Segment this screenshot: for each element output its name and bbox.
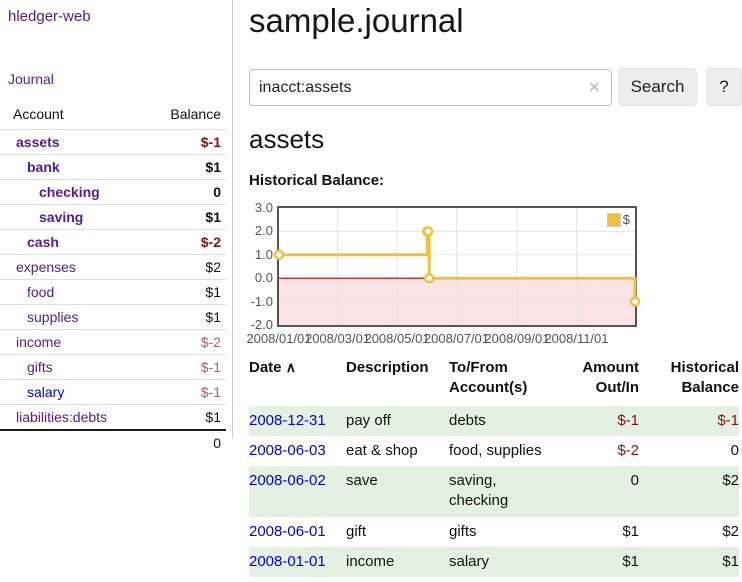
- date-link[interactable]: 2008-06-01: [249, 522, 326, 540]
- balance-cell: 0: [730, 441, 739, 459]
- account-balance: $1: [137, 154, 226, 180]
- date-column-header[interactable]: Date ∧: [249, 359, 296, 376]
- chart-svg: [273, 208, 641, 325]
- account-balance: $-1: [137, 354, 226, 380]
- sidebar: hledger-web Journal Account Balance asse…: [0, 0, 233, 455]
- chart-title: Historical Balance:: [249, 172, 385, 189]
- description-cell: pay off: [346, 411, 391, 429]
- amount-cell: $1: [622, 552, 639, 570]
- balance-cell: $2: [722, 472, 739, 489]
- chart-x-axis-labels: 2008/01/01 2008/03/01 2008/05/01 2008/07/01…: [246, 331, 609, 346]
- account-balance: $-2: [137, 329, 226, 355]
- account-balance: $-1: [137, 379, 226, 405]
- brand-link[interactable]: hledger-web: [8, 8, 91, 25]
- account-row: assets $-1: [0, 129, 226, 155]
- amount-cell: $-1: [617, 411, 639, 429]
- description-cell: income: [346, 552, 395, 570]
- search-input[interactable]: [249, 69, 612, 106]
- account-row: cash $-2: [0, 229, 226, 255]
- description-column-header: Description: [346, 359, 429, 376]
- date-link[interactable]: 2008-06-02: [249, 472, 326, 489]
- balance-cell: $2: [722, 522, 739, 540]
- accounts-cell: salary: [449, 552, 490, 570]
- account-link-cash[interactable]: cash: [27, 234, 59, 250]
- account-link-checking[interactable]: checking: [39, 184, 100, 200]
- accounts-column-header: To/From Account(s): [449, 359, 528, 397]
- transaction-row: 2008-06-01 gift gifts $1 $2: [249, 517, 739, 547]
- description-cell: gift: [346, 522, 367, 540]
- account-row: checking 0: [0, 179, 226, 205]
- clear-search-icon[interactable]: ×: [589, 77, 600, 97]
- accounts-cell: gifts: [449, 522, 477, 540]
- accounts-table: Account Balance assets $-1 bank $1 check…: [0, 102, 226, 455]
- balance-cell: $-1: [717, 411, 739, 429]
- account-column-header: Account: [13, 106, 64, 122]
- account-link-food[interactable]: food: [27, 284, 55, 300]
- legend-label: $: [622, 212, 630, 227]
- help-button[interactable]: ?: [706, 68, 742, 106]
- account-heading: assets: [249, 124, 325, 154]
- account-balance: $-2: [137, 229, 226, 255]
- account-row: liabilities:debts $1: [0, 404, 226, 430]
- account-row: saving $1: [0, 204, 226, 230]
- legend-swatch-icon: [606, 212, 621, 227]
- account-link-bank[interactable]: bank: [27, 159, 60, 175]
- balance-column-header: Historical Balance: [670, 359, 739, 397]
- account-link-assets[interactable]: assets: [16, 134, 60, 150]
- accounts-cell: saving, checking: [449, 472, 509, 510]
- account-row: supplies $1: [0, 304, 226, 330]
- account-link-saving[interactable]: saving: [39, 209, 84, 225]
- account-link-gifts[interactable]: gifts: [27, 359, 53, 375]
- search-button[interactable]: Search: [618, 68, 697, 106]
- sort-ascending-icon: ∧: [285, 359, 296, 375]
- account-row: bank $1: [0, 154, 226, 180]
- account-balance: $2: [137, 254, 226, 280]
- description-cell: save: [346, 472, 378, 489]
- account-balance: $1: [137, 404, 226, 430]
- accounts-cell: debts: [449, 411, 486, 429]
- accounts-total-row: 0: [0, 429, 226, 455]
- account-link-salary[interactable]: salary: [27, 384, 65, 400]
- account-balance: $1: [137, 304, 226, 330]
- account-link-expenses[interactable]: expenses: [16, 259, 76, 275]
- balance-cell: $1: [722, 552, 739, 570]
- account-row: food $1: [0, 279, 226, 305]
- amount-cell: $-2: [617, 441, 639, 459]
- amount-cell: 0: [630, 472, 639, 489]
- account-link-income[interactable]: income: [16, 334, 62, 350]
- page-title: sample.journal: [249, 2, 464, 39]
- transaction-row: 2008-12-31 pay off debts $-1 $-1: [249, 405, 739, 436]
- accounts-total-value: 0: [137, 429, 226, 455]
- chart-plot: $: [273, 206, 641, 327]
- account-link-liabilities-debts[interactable]: liabilities:debts: [16, 409, 108, 425]
- transaction-row: 2008-01-01 income salary $1 $1: [249, 546, 739, 577]
- chart-y-axis-labels: 3.0 2.0 1.0 0.0 -1.0 -2.0: [250, 200, 273, 332]
- account-balance: $1: [137, 204, 226, 230]
- balance-column-header: Balance: [170, 106, 221, 122]
- date-link[interactable]: 2008-06-03: [249, 441, 326, 459]
- amount-column-header: Amount Out/In: [582, 359, 639, 397]
- balance-chart: 3.0 2.0 1.0 0.0 -1.0 -2.0 $ 2008/01/01 2008/03…: [246, 198, 641, 350]
- date-link[interactable]: 2008-12-31: [249, 411, 326, 429]
- account-row: expenses $2: [0, 254, 226, 280]
- description-cell: eat & shop: [346, 441, 418, 459]
- account-balance: $1: [137, 279, 226, 305]
- transactions-header-row: Date ∧ Description To/From Account(s) Am…: [249, 356, 739, 406]
- chart-legend: $: [604, 211, 632, 228]
- sidebar-item-journal[interactable]: Journal: [8, 71, 54, 87]
- account-row: income $-2: [0, 329, 226, 355]
- transactions-table: Date ∧ Description To/From Account(s) Am…: [249, 356, 739, 577]
- account-row: salary $-1: [0, 379, 226, 405]
- transaction-row: 2008-06-03 eat & shop food, supplies $-2…: [249, 436, 739, 466]
- amount-cell: $1: [622, 522, 639, 540]
- account-balance: $-1: [137, 129, 226, 155]
- transaction-row: 2008-06-02 save saving, checking 0 $2: [249, 466, 739, 517]
- accounts-cell: food, supplies: [449, 441, 542, 459]
- account-row: gifts $-1: [0, 354, 226, 380]
- account-balance: 0: [137, 179, 226, 205]
- account-link-supplies[interactable]: supplies: [27, 309, 79, 325]
- date-link[interactable]: 2008-01-01: [249, 552, 326, 570]
